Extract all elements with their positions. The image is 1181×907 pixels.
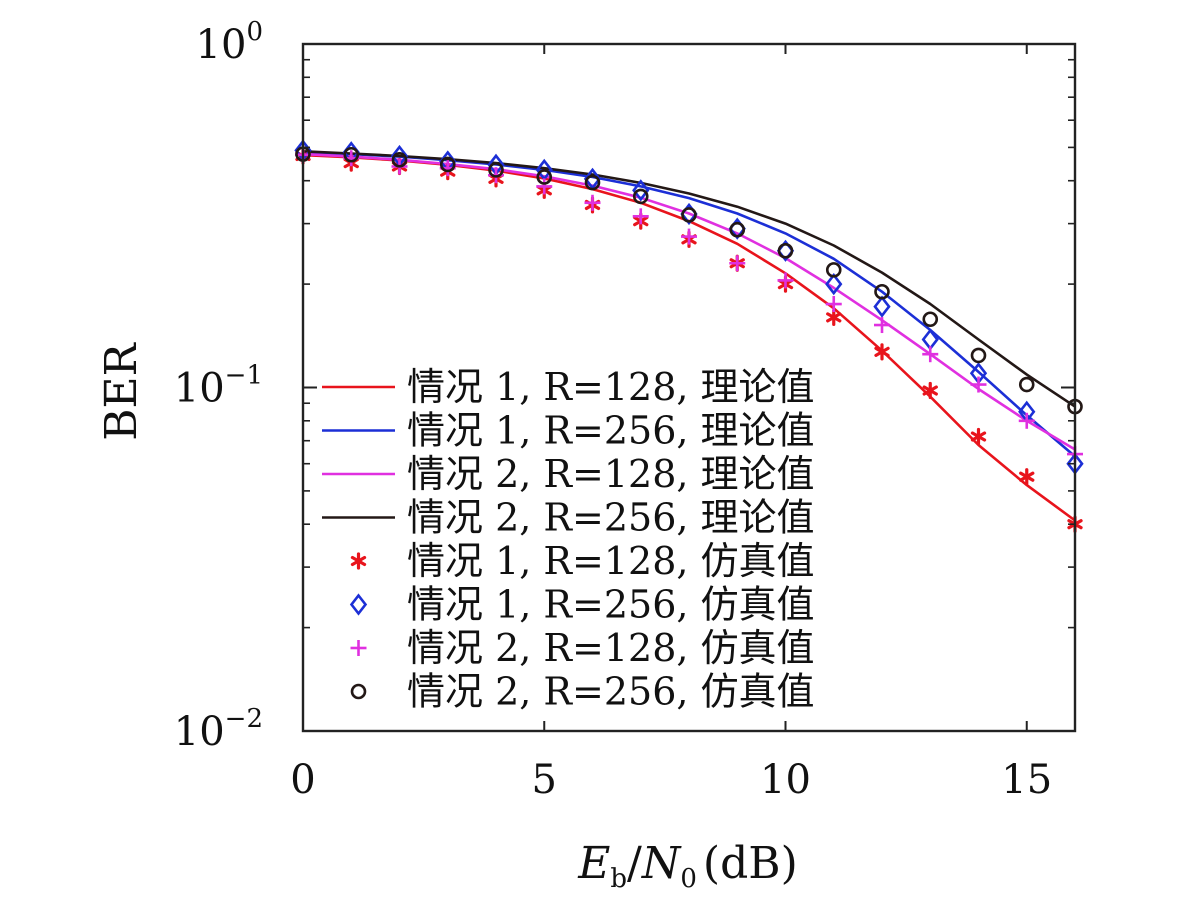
data-point-circle — [439, 156, 456, 173]
x-tick-label: 5 — [532, 757, 557, 803]
asterisk-stroke — [350, 555, 367, 567]
y-tick-label: 10−1 — [174, 361, 263, 412]
data-point-asterisk — [922, 381, 938, 400]
legend-entry: 情况 2, R=128, 仿真值 — [350, 626, 815, 670]
x-label-sub-0: 0 — [680, 864, 697, 894]
legend-entry: 情况 1, R=256, 理论值 — [322, 409, 815, 453]
data-point-asterisk — [1019, 468, 1035, 486]
y-tick-exponent: −1 — [225, 361, 263, 391]
data-point-circle — [970, 347, 987, 364]
data-point-plus — [1018, 412, 1035, 429]
legend-entry: 情况 2, R=256, 仿真值 — [350, 670, 815, 714]
data-point-diamond — [873, 295, 891, 318]
data-point-plus — [874, 317, 890, 334]
legend-label: 情况 1, R=256, 仿真值 — [407, 583, 815, 627]
legend-marker-swatch — [350, 552, 367, 570]
x-label-e: E — [577, 838, 610, 889]
y-tick-exponent: −2 — [225, 704, 263, 734]
x-tick-label: 10 — [760, 757, 811, 803]
data-point-asterisk — [874, 343, 890, 361]
x-label-unit: (dB) — [703, 838, 798, 889]
data-point-plus — [681, 228, 697, 245]
data-point-circle — [777, 243, 794, 259]
x-axis-label: Eb/N0 (dB) — [577, 838, 798, 894]
asterisk-stroke — [826, 312, 842, 323]
legend-label: 情况 2, R=128, 理论值 — [407, 452, 815, 496]
legend-label: 情况 1, R=256, 理论值 — [407, 409, 815, 453]
data-point-circle — [1018, 376, 1035, 393]
series-4 — [302, 150, 1076, 408]
x-label-slash: / — [627, 838, 642, 889]
y-tick-label: 100 — [196, 17, 263, 68]
data-point-circle — [825, 262, 842, 278]
asterisk-stroke — [874, 346, 890, 357]
legend-label: 情况 2, R=256, 仿真值 — [407, 670, 815, 714]
data-point-plus — [584, 194, 601, 211]
x-tick-label: 15 — [1001, 757, 1052, 803]
asterisk-stroke — [1019, 471, 1035, 482]
legend-marker-swatch — [349, 593, 368, 616]
data-point-circle — [536, 169, 553, 185]
data-point-diamond — [825, 272, 843, 296]
data-point-circle — [391, 152, 408, 168]
data-point-plus — [632, 208, 649, 225]
legend-label: 情况 1, R=128, 理论值 — [407, 365, 815, 409]
legend-marker-swatch — [350, 683, 367, 700]
asterisk-stroke — [922, 385, 938, 396]
data-point-plus — [777, 272, 794, 289]
data-point-asterisk — [826, 308, 842, 326]
asterisk-stroke — [970, 431, 987, 442]
data-point-plus — [970, 376, 987, 393]
series-line — [302, 152, 1076, 451]
x-tick-label: 0 — [290, 757, 315, 803]
legend-entry: 情况 2, R=128, 理论值 — [322, 452, 815, 496]
data-point-circle — [922, 311, 939, 328]
x-label-n: N — [641, 838, 682, 889]
y-tick-label: 10−2 — [174, 704, 263, 755]
legend-entry: 情况 1, R=128, 仿真值 — [350, 539, 815, 583]
legend-entry: 情况 2, R=256, 理论值 — [322, 496, 815, 540]
data-point-plus — [825, 296, 842, 313]
legend-marker-swatch — [350, 640, 367, 656]
legend-label: 情况 2, R=128, 仿真值 — [407, 626, 815, 670]
y-tick-exponent: 0 — [246, 17, 263, 47]
data-point-circle — [729, 221, 746, 238]
series-3 — [302, 152, 1076, 451]
data-point-circle — [488, 162, 504, 178]
legend-entry: 情况 1, R=128, 理论值 — [322, 365, 815, 409]
series-line — [302, 150, 1076, 408]
data-point-circle — [343, 146, 360, 163]
data-point-plus — [729, 255, 746, 272]
legend-entry: 情况 1, R=256, 仿真值 — [349, 583, 815, 627]
data-point-circle — [632, 188, 649, 205]
y-axis-label: BER — [96, 341, 147, 440]
data-point-circle — [874, 283, 890, 300]
y-tick-base: 10 — [196, 22, 247, 68]
data-point-circle — [681, 207, 697, 223]
data-point-diamond — [632, 179, 650, 202]
legend-label: 情况 1, R=128, 仿真值 — [407, 539, 815, 583]
data-point-circle — [584, 174, 601, 191]
y-tick-base: 10 — [174, 366, 225, 412]
data-point-plus — [536, 178, 553, 195]
y-tick-base: 10 — [174, 709, 225, 755]
data-point-plus — [922, 346, 939, 363]
legend-label: 情况 2, R=256, 理论值 — [407, 496, 815, 540]
data-point-asterisk — [970, 427, 987, 446]
x-label-sub-b: b — [610, 864, 627, 894]
